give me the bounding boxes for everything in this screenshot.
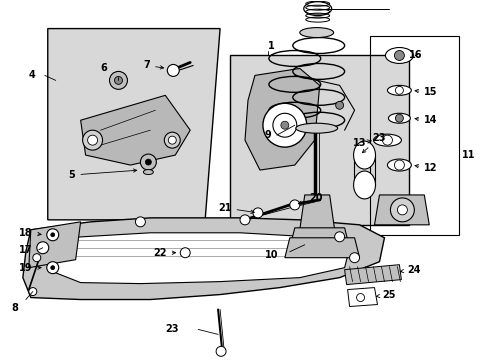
Circle shape xyxy=(168,136,176,144)
Text: 10: 10 xyxy=(264,250,278,260)
Text: 22: 22 xyxy=(153,248,175,258)
Ellipse shape xyxy=(353,141,375,169)
Polygon shape xyxy=(229,55,408,225)
Ellipse shape xyxy=(299,28,333,37)
Text: 9: 9 xyxy=(264,130,271,140)
Polygon shape xyxy=(299,195,334,230)
Text: 12: 12 xyxy=(414,163,437,173)
Ellipse shape xyxy=(373,134,401,146)
Circle shape xyxy=(180,248,190,258)
Text: 21: 21 xyxy=(218,203,254,213)
Circle shape xyxy=(395,86,403,94)
Circle shape xyxy=(240,215,249,225)
Text: 14: 14 xyxy=(414,115,437,125)
Circle shape xyxy=(164,132,180,148)
Circle shape xyxy=(272,113,296,137)
Polygon shape xyxy=(347,288,377,306)
Circle shape xyxy=(33,254,41,262)
Text: 1: 1 xyxy=(267,41,274,50)
Ellipse shape xyxy=(295,123,337,133)
Ellipse shape xyxy=(387,113,409,123)
Text: 17: 17 xyxy=(19,245,32,255)
Text: 7: 7 xyxy=(143,60,163,71)
Circle shape xyxy=(47,229,59,241)
Circle shape xyxy=(29,288,37,296)
Circle shape xyxy=(48,263,58,273)
Text: 24: 24 xyxy=(400,265,420,275)
Circle shape xyxy=(335,101,343,109)
Text: 13: 13 xyxy=(352,138,371,148)
Circle shape xyxy=(51,233,55,237)
Circle shape xyxy=(382,135,392,145)
Circle shape xyxy=(394,50,404,60)
Ellipse shape xyxy=(385,48,412,63)
Polygon shape xyxy=(48,28,220,220)
Circle shape xyxy=(140,154,156,170)
Text: 5: 5 xyxy=(68,169,137,180)
Circle shape xyxy=(37,242,49,254)
Polygon shape xyxy=(81,95,190,165)
Circle shape xyxy=(349,253,359,263)
Text: 19: 19 xyxy=(19,263,41,273)
Ellipse shape xyxy=(386,159,410,171)
Circle shape xyxy=(280,121,288,129)
Text: 23: 23 xyxy=(362,133,385,153)
Circle shape xyxy=(135,217,145,227)
Circle shape xyxy=(394,160,404,170)
Polygon shape xyxy=(23,218,384,300)
Circle shape xyxy=(289,200,299,210)
Circle shape xyxy=(356,293,364,302)
Circle shape xyxy=(82,130,102,150)
Circle shape xyxy=(167,64,179,76)
Text: 16: 16 xyxy=(408,50,422,60)
Circle shape xyxy=(51,266,55,270)
Polygon shape xyxy=(291,228,347,240)
Text: 20: 20 xyxy=(298,193,323,204)
Text: 11: 11 xyxy=(461,150,475,160)
Polygon shape xyxy=(285,238,359,258)
Text: 4: 4 xyxy=(29,71,36,80)
Circle shape xyxy=(216,346,225,356)
Circle shape xyxy=(263,103,306,147)
Circle shape xyxy=(389,198,413,222)
Polygon shape xyxy=(51,233,349,284)
Circle shape xyxy=(48,230,58,240)
Circle shape xyxy=(114,76,122,84)
Text: 18: 18 xyxy=(19,228,41,238)
Circle shape xyxy=(397,205,407,215)
Circle shape xyxy=(395,114,403,122)
Circle shape xyxy=(109,71,127,89)
Circle shape xyxy=(145,159,151,165)
Polygon shape xyxy=(374,195,428,225)
Text: 25: 25 xyxy=(376,289,395,300)
Circle shape xyxy=(87,135,98,145)
Ellipse shape xyxy=(143,170,153,175)
Ellipse shape xyxy=(303,2,331,15)
Text: 6: 6 xyxy=(101,63,107,73)
Circle shape xyxy=(334,232,344,242)
Circle shape xyxy=(47,262,59,274)
Text: 15: 15 xyxy=(414,87,437,97)
Polygon shape xyxy=(29,222,81,268)
Polygon shape xyxy=(244,68,319,170)
Circle shape xyxy=(252,208,263,218)
Text: 23: 23 xyxy=(165,324,179,334)
Polygon shape xyxy=(344,265,401,285)
Ellipse shape xyxy=(386,85,410,95)
Ellipse shape xyxy=(353,171,375,199)
Text: 8: 8 xyxy=(11,302,18,312)
